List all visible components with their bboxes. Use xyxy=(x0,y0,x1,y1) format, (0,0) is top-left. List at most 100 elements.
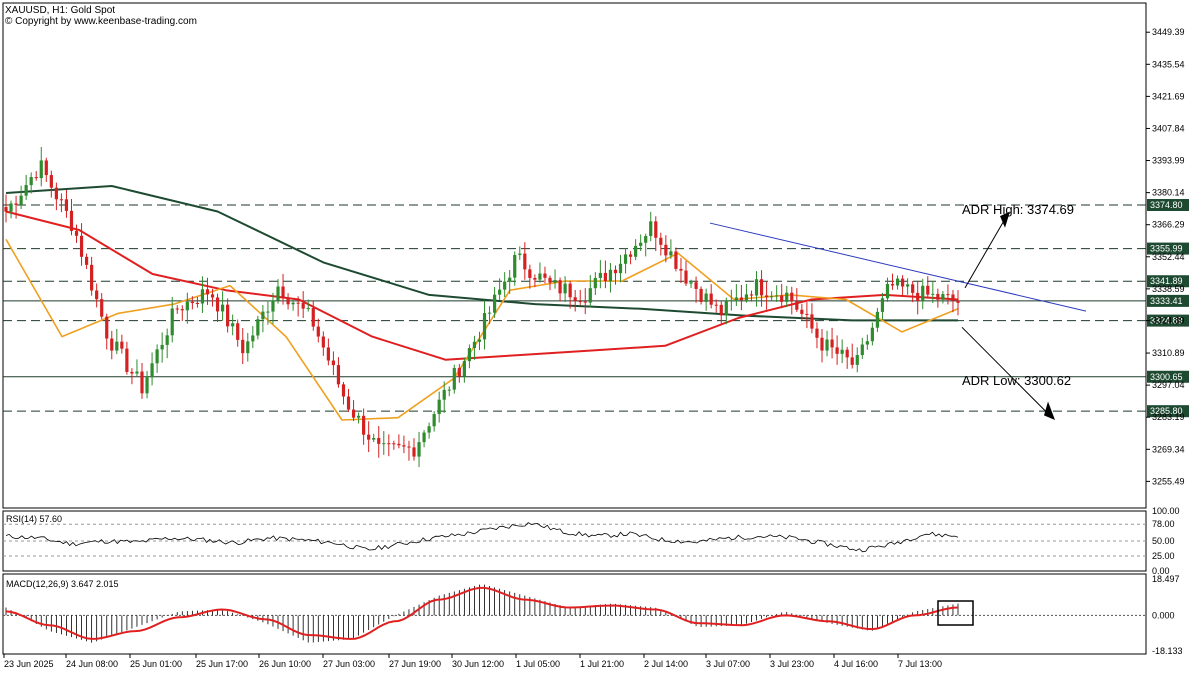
candle-body xyxy=(699,288,703,302)
candle-body xyxy=(845,349,849,358)
candle-body xyxy=(492,294,497,313)
candle-body xyxy=(54,187,58,200)
time-tick-label: 26 Jun 10:00 xyxy=(259,659,311,669)
ma-mid-line xyxy=(5,210,959,361)
candle-body xyxy=(628,254,633,257)
candle-body xyxy=(694,282,698,289)
candle-body xyxy=(44,160,48,176)
time-axis: 23 Jun 2025 24 Jun 08:00 25 Jun 01:00 25 Ju… xyxy=(3,654,942,669)
candle-body xyxy=(634,245,638,257)
candle-body xyxy=(815,328,819,338)
candle-body xyxy=(246,341,250,354)
candle-body xyxy=(921,285,925,302)
level-tag-label: 3374.80 xyxy=(1150,200,1183,210)
candle-body xyxy=(34,177,38,179)
candle-body xyxy=(105,316,109,339)
candle-body xyxy=(226,304,230,327)
price-tick-label: 3366.29 xyxy=(1152,220,1185,230)
candle-body xyxy=(855,355,859,365)
moving-averages xyxy=(5,185,959,421)
candle-body xyxy=(120,341,124,349)
candle-body xyxy=(553,280,557,283)
candle-body xyxy=(956,300,960,303)
candle-body xyxy=(946,294,950,296)
time-tick-label: 4 Jul 16:00 xyxy=(834,659,878,669)
candle-body xyxy=(205,289,210,295)
level-tag-label: 3333.41 xyxy=(1150,296,1183,306)
candle-body xyxy=(714,304,718,306)
rsi-label: RSI(14) 57.60 xyxy=(6,514,62,524)
candle-body xyxy=(719,304,723,316)
candle-body xyxy=(467,348,472,362)
candle-body xyxy=(412,447,416,457)
adr-high-arrowhead xyxy=(1000,211,1010,228)
candle-body xyxy=(69,210,74,231)
candle-body xyxy=(135,371,139,374)
price-tick-label: 3324.89 xyxy=(1152,316,1185,326)
price-tick-label: 3283.19 xyxy=(1152,412,1185,422)
candle-body xyxy=(170,308,174,336)
time-tick-label: 30 Jun 12:00 xyxy=(452,659,504,669)
candle-body xyxy=(669,251,673,256)
candle-body xyxy=(19,195,23,205)
candle-body xyxy=(190,301,194,304)
time-tick-label: 24 Jun 08:00 xyxy=(66,659,118,669)
candle-body xyxy=(860,344,864,356)
candle-body xyxy=(462,361,466,377)
candle-body xyxy=(533,277,537,280)
price-tick-label: 3380.14 xyxy=(1152,188,1185,198)
candle-body xyxy=(654,221,658,238)
candle-body xyxy=(477,339,482,342)
candle-body xyxy=(790,292,794,302)
rsi-tick-label: 25.00 xyxy=(1152,551,1175,561)
candle-body xyxy=(890,283,895,286)
candle-body xyxy=(916,292,920,302)
candle-body xyxy=(724,300,728,316)
candle-body xyxy=(341,384,346,397)
time-tick-label: 27 Jun 03:00 xyxy=(323,659,375,669)
candle-body xyxy=(145,377,149,394)
candle-body xyxy=(457,367,461,377)
trendline xyxy=(709,222,1087,312)
candle-body xyxy=(316,326,320,337)
candle-body xyxy=(568,283,572,298)
candle-body xyxy=(447,389,451,391)
price-tick-label: 3297.04 xyxy=(1152,380,1185,390)
candle-body xyxy=(24,185,28,196)
candle-body xyxy=(220,304,225,312)
candle-body xyxy=(84,256,89,265)
candle-body xyxy=(417,442,421,457)
time-tick-label: 7 Jul 13:00 xyxy=(898,659,942,669)
candle-body xyxy=(427,426,431,433)
candle-body xyxy=(538,273,542,280)
candle-body xyxy=(241,339,245,354)
candle-body xyxy=(140,371,144,394)
candle-body xyxy=(880,298,885,312)
candle-body xyxy=(588,288,592,303)
candle-body xyxy=(775,295,779,297)
candle-body xyxy=(261,311,265,320)
candle-body xyxy=(236,323,240,340)
candle-body xyxy=(578,301,582,303)
candle-body xyxy=(875,311,880,328)
candle-body xyxy=(900,278,905,287)
candle-body xyxy=(210,294,215,298)
macd-tick-label: -18.133 xyxy=(1152,646,1183,656)
time-tick-label: 3 Jul 23:00 xyxy=(770,659,814,669)
candle-body xyxy=(709,293,713,305)
candle-body xyxy=(442,389,446,400)
time-tick-label: 1 Jul 21:00 xyxy=(580,659,624,669)
time-tick-label: 1 Jul 05:00 xyxy=(516,659,560,669)
candle-body xyxy=(795,301,799,310)
candle-body xyxy=(800,309,804,314)
adr-annotations: ADR High: 3374.69 ADR Low: 3300.62 xyxy=(961,202,1074,420)
candle-body xyxy=(150,363,154,378)
candle-body xyxy=(674,251,678,269)
time-tick-label: 23 Jun 2025 xyxy=(4,659,54,669)
candle-body xyxy=(4,207,8,212)
candle-body xyxy=(301,302,305,309)
candle-body xyxy=(331,360,336,366)
candle-body xyxy=(563,283,567,294)
symbol-header: XAUUSD, H1: Gold Spot xyxy=(5,5,115,16)
candle-body xyxy=(865,341,869,345)
